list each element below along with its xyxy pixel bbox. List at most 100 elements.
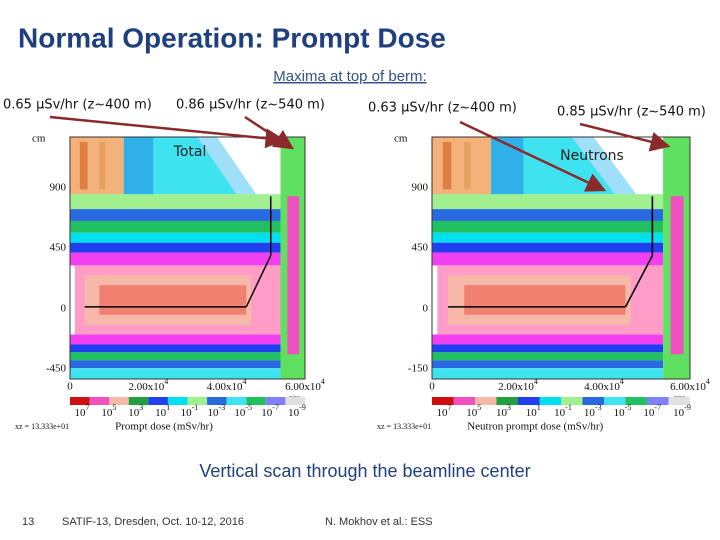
scale-label: 10-1: [181, 403, 199, 419]
exponent: 4: [164, 377, 168, 386]
projection-note: xz = 13.333e+01: [15, 422, 69, 431]
x-tick-label: 4.00x104: [584, 377, 624, 393]
scale-swatch: [128, 397, 149, 405]
exponent: 4: [534, 377, 538, 386]
x-tick-label: 6.00x104: [670, 377, 710, 393]
exponent: -5: [625, 403, 632, 412]
subtitle: Maxima at top of berm:: [273, 68, 426, 85]
exponent: 7: [86, 403, 90, 412]
scale-title: Prompt dose (mSv/hr): [115, 421, 213, 433]
scale-label: 10-3: [208, 403, 226, 419]
arrow: [244, 115, 295, 150]
scale-label: 107: [75, 403, 90, 419]
scale-label: 103: [128, 403, 143, 419]
mantissa: 10: [234, 407, 246, 419]
y-unit: cm: [394, 133, 408, 145]
mantissa: 10: [128, 407, 140, 419]
plot-frame: [431, 136, 691, 380]
footer-event: SATIF-13, Dresden, Oct. 10-12, 2016: [62, 516, 244, 528]
mantissa: 10: [288, 407, 300, 419]
scale-swatch: [582, 397, 604, 405]
arrow: [579, 122, 671, 152]
mantissa: 6.00x10: [670, 381, 706, 393]
mantissa: 4.00x10: [207, 381, 243, 393]
scale-title: Neutron prompt dose (mSv/hr): [467, 421, 603, 433]
footer-author: N. Mokhov et al.: ESS: [325, 516, 433, 528]
y-tick-label: -150: [408, 363, 429, 375]
page-number: 13: [22, 516, 34, 528]
scale-label: 101: [155, 403, 170, 419]
mantissa: 2.00x10: [498, 381, 534, 393]
exponent: -5: [245, 403, 252, 412]
scale-swatch: [475, 397, 497, 405]
mantissa: 4.00x10: [584, 381, 620, 393]
annotation: 0.63 μSv/hr (z~400 m): [368, 101, 517, 116]
scale-label: 10-5: [614, 403, 632, 419]
mantissa: 10: [208, 407, 220, 419]
scale-swatch: [187, 397, 208, 405]
mantissa: 10: [614, 407, 626, 419]
x-tick-label: 0: [429, 381, 435, 393]
exponent: -7: [272, 403, 279, 412]
mantissa: 10: [554, 407, 566, 419]
exponent: 1: [166, 403, 170, 412]
scale-swatch: [89, 397, 110, 405]
mantissa: 10: [584, 407, 596, 419]
arrow: [49, 115, 286, 149]
scale-label: 10-5: [234, 403, 252, 419]
exponent: 1: [537, 403, 541, 412]
scale-swatch: [518, 397, 540, 405]
arrows: [49, 115, 671, 192]
exponent: 4: [706, 377, 710, 386]
scale-swatch: [432, 397, 454, 405]
mantissa: 10: [75, 407, 87, 419]
scale-swatch: [246, 397, 266, 405]
exponent: -9: [684, 403, 691, 412]
mantissa: 10: [155, 407, 167, 419]
scale-swatch: [148, 397, 168, 405]
x-tick-label: 4.00x104: [207, 377, 247, 393]
panel-label: Total: [173, 144, 207, 160]
mantissa: 10: [643, 407, 655, 419]
exponent: -1: [565, 403, 572, 412]
y-tick-label: 0: [61, 303, 67, 315]
y-tick-label: 0: [423, 303, 429, 315]
scale-swatch: [625, 397, 647, 405]
x-tick-label: 0: [67, 381, 73, 393]
title: Normal Operation: Prompt Dose: [18, 22, 446, 53]
mantissa: 10: [673, 407, 685, 419]
x-tick-label: 6.00x104: [285, 377, 325, 393]
exponent: 3: [139, 403, 143, 412]
scale-swatch: [668, 397, 690, 405]
scale-swatch: [207, 397, 227, 405]
scale-swatch: [109, 397, 129, 405]
y-tick-label: 900: [412, 182, 429, 194]
x-tick-label: 2.00x104: [498, 377, 538, 393]
scale-label: 101: [526, 403, 541, 419]
y-unit: cm: [32, 133, 46, 145]
arrow: [459, 120, 607, 192]
mantissa: 10: [526, 407, 538, 419]
scale-swatch: [167, 397, 188, 405]
dose-map: [70, 137, 305, 379]
scale-label: 105: [101, 403, 116, 419]
exponent: 4: [243, 377, 247, 386]
scale-swatch: [265, 397, 286, 405]
annotation: 0.86 μSv/hr (z~540 m): [176, 98, 325, 113]
scale-label: 105: [466, 403, 481, 419]
y-tick-label: 450: [50, 242, 67, 254]
scale-swatch: [647, 397, 669, 405]
x-tick-label: 2.00x104: [128, 377, 168, 393]
exponent: 4: [620, 377, 624, 386]
scale-swatch: [226, 397, 247, 405]
scale-swatch: [453, 397, 475, 405]
exponent: 3: [507, 403, 511, 412]
dose-map: [432, 137, 690, 379]
y-tick-label: 450: [412, 242, 429, 254]
projection-note: xz = 13.333e+01: [377, 422, 431, 431]
scale-label: 10-7: [643, 403, 661, 419]
y-tick-label: 900: [50, 182, 67, 194]
